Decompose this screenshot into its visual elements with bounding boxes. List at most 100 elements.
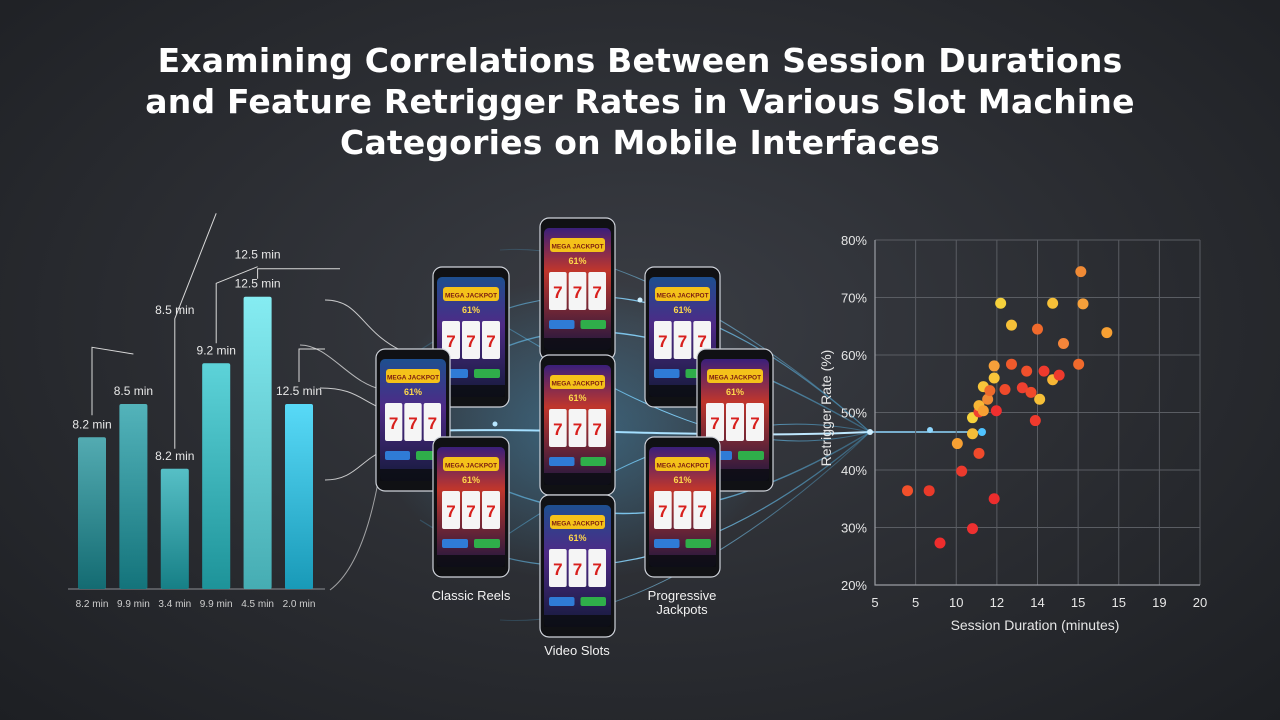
scatter-point (982, 393, 994, 405)
bar-value-label: 8.2 min (72, 417, 111, 431)
scatter-point (1016, 382, 1028, 394)
label-video-slots: Video Slots (544, 643, 610, 658)
scatter-point (973, 447, 985, 459)
reel-symbol: 7 (573, 420, 582, 439)
bar-category-label: 8.2 min (76, 599, 109, 610)
reel-symbol: 7 (573, 560, 582, 579)
scatter-point (1038, 365, 1050, 377)
phone-nav-bar (544, 615, 611, 627)
y-tick-label: 40% (841, 463, 867, 478)
reel-symbol: 7 (553, 283, 562, 302)
reel-symbol: 7 (658, 332, 667, 351)
y-tick-label: 50% (841, 406, 867, 421)
reel-symbol: 7 (446, 332, 455, 351)
bet-button (580, 597, 606, 606)
reel (423, 403, 441, 441)
flow-node (927, 427, 933, 433)
y-tick-label: 30% (841, 521, 867, 536)
scatter-point (1077, 298, 1089, 310)
spin-button (442, 539, 468, 548)
bar-category-label: 4.5 min (241, 599, 274, 610)
jackpot-banner-text: MEGA JACKPOT (709, 375, 761, 382)
spin-button (654, 369, 680, 378)
reel (442, 491, 460, 529)
x-tick-label: 5 (871, 595, 878, 610)
y-tick-label: 70% (841, 291, 867, 306)
jackpot-banner-text: MEGA JACKPOT (656, 463, 708, 470)
scatter-point (995, 297, 1007, 309)
scatter-point (988, 372, 1000, 384)
spin-button (549, 597, 575, 606)
reel (654, 321, 672, 359)
reel (588, 272, 606, 310)
jackpot-banner (443, 287, 499, 301)
reel-symbol: 7 (466, 502, 475, 521)
jackpot-banner (655, 287, 710, 301)
scatter-point (988, 360, 1000, 372)
reel (442, 321, 460, 359)
scatter-point (1058, 338, 1069, 349)
reel-symbol: 7 (553, 420, 562, 439)
reel (482, 491, 500, 529)
connector-line (324, 299, 401, 351)
reel (673, 321, 692, 359)
jackpot-banner (550, 375, 605, 389)
scatter-point (951, 438, 963, 450)
label-progressive-jackpots-2: Jackpots (656, 602, 708, 617)
scatter-point (1006, 358, 1017, 370)
callout-connector (91, 346, 134, 416)
reel-symbol: 7 (573, 283, 582, 302)
y-axis-label: Retrigger Rate (%) (818, 350, 834, 467)
scatter-point (967, 428, 978, 440)
x-axis-label: Session Duration (minutes) (951, 617, 1120, 633)
scatter-point (1032, 323, 1043, 335)
jackpot-banner (443, 457, 499, 471)
scatter-point (1006, 319, 1017, 331)
spin-button (549, 457, 575, 466)
bar-category-label: 3.4 min (158, 599, 191, 610)
reel (588, 549, 606, 587)
bar-category-label: 2.0 min (283, 599, 316, 610)
reel-symbol: 7 (428, 414, 437, 433)
connector-line (299, 344, 386, 391)
phone-nav-bar (380, 469, 446, 481)
scatter-point (967, 523, 978, 535)
bet-button (738, 451, 764, 460)
jackpot-percent-text: 61% (568, 393, 586, 403)
bar-shade (202, 363, 231, 589)
reel-symbol: 7 (486, 332, 495, 351)
scatter-point (1025, 386, 1037, 398)
reel (385, 403, 403, 441)
reel-symbol: 7 (592, 560, 601, 579)
phone-nav-bar (544, 338, 611, 350)
jackpot-banner-text: MEGA JACKPOT (387, 375, 439, 382)
reel-symbol: 7 (408, 414, 417, 433)
bar-shade (285, 404, 313, 589)
reel (462, 491, 480, 529)
scatter-point (977, 405, 989, 417)
jackpot-banner-text: MEGA JACKPOT (551, 521, 603, 528)
reel (693, 491, 711, 529)
reel (404, 403, 422, 441)
bar-value-label: 8.5 min (114, 384, 153, 398)
scatter-point (1075, 266, 1087, 278)
bar-shade (160, 468, 189, 589)
reel-symbol: 7 (658, 502, 667, 521)
reel-symbol: 7 (710, 414, 719, 433)
scatter-point (956, 465, 968, 477)
scatter-axes (874, 240, 1200, 586)
label-classic-reels: Classic Reels (432, 588, 511, 603)
reel-symbol: 7 (697, 332, 706, 351)
bar-category-label: 9.9 min (117, 599, 150, 610)
jackpot-banner (655, 457, 710, 471)
jackpot-percent-text: 61% (726, 387, 744, 397)
chart-title: Examining Correlations Between Session D… (140, 40, 1140, 163)
reel (568, 549, 587, 587)
